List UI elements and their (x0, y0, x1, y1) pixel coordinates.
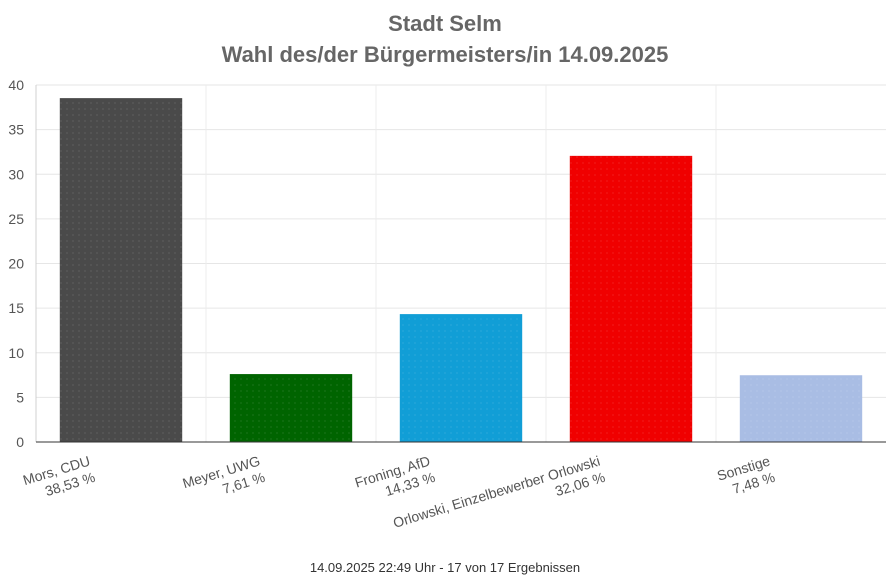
y-tick-label: 10 (8, 345, 24, 361)
y-tick-label: 25 (8, 211, 24, 227)
y-tick-label: 15 (8, 300, 24, 316)
chart-title: Stadt Selm (388, 11, 502, 36)
bar-texture (739, 375, 863, 442)
chart-subtitle: Wahl des/der Bürgermeisters/in 14.09.202… (221, 42, 669, 67)
bar-texture (229, 374, 353, 442)
y-tick-label: 20 (8, 256, 24, 272)
y-tick-label: 40 (8, 77, 24, 93)
footer-status: 14.09.2025 22:49 Uhr - 17 von 17 Ergebni… (309, 560, 581, 575)
bar-texture (569, 155, 693, 442)
y-tick-label: 30 (8, 166, 24, 182)
y-tick-label: 5 (16, 389, 24, 405)
y-tick-label: 0 (16, 434, 24, 450)
bar-texture (399, 314, 523, 442)
chart-title-block: Stadt Selm Wahl des/der Bürgermeisters/i… (0, 8, 890, 70)
bar-texture (59, 98, 183, 442)
y-tick-label: 35 (8, 122, 24, 138)
